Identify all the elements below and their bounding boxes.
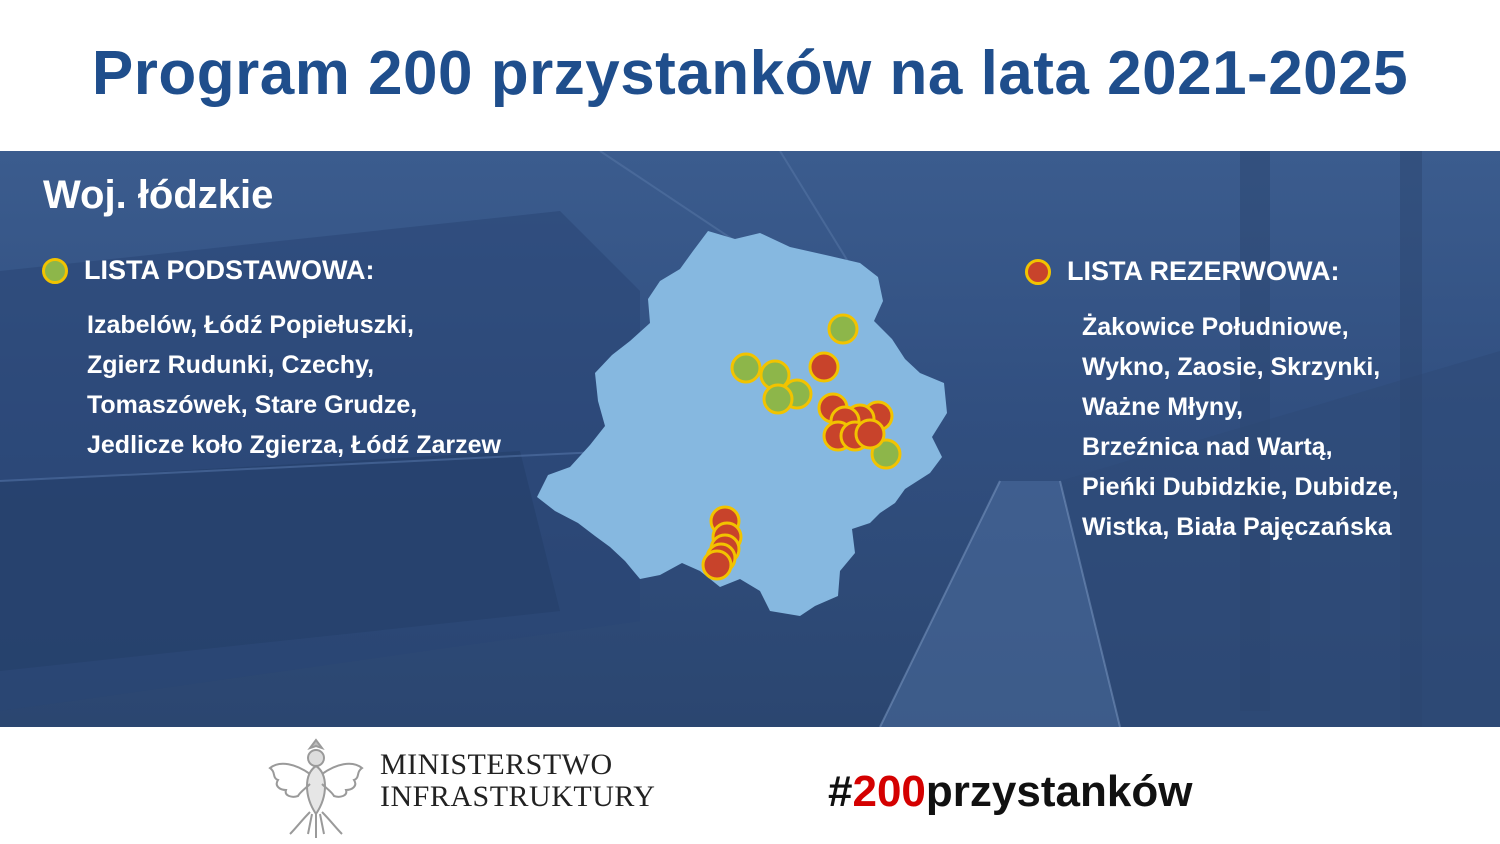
hashtag-number: 200 bbox=[852, 767, 926, 816]
ministry-line1: MINISTERSTWO bbox=[380, 748, 613, 781]
basic-stop-marker bbox=[870, 438, 902, 470]
region-name: Woj. łódzkie bbox=[43, 173, 274, 217]
list-item: Pieńki Dubidzkie, Dubidze, bbox=[1082, 473, 1399, 501]
hashtag: #200przystanków bbox=[828, 767, 1192, 817]
reserve-stop-marker bbox=[854, 418, 886, 450]
list-item: Zgierz Rudunki, Czechy, bbox=[87, 351, 375, 379]
hero-banner: Woj. łódzkie LISTA PODSTAWOWA: Izabelów,… bbox=[0, 151, 1500, 727]
legend-reserve-label: LISTA REZERWOWA: bbox=[1067, 256, 1340, 286]
reserve-stop-marker bbox=[808, 351, 840, 383]
ministry-line2: INFRASTRUKTURY bbox=[380, 780, 656, 813]
reserve-stops-list: Żakowice Południowe, Wykno, Zaosie, Skrz… bbox=[1082, 307, 1399, 547]
basic-stops-list: Izabelów, Łódź Popiełuszki, Zgierz Rudun… bbox=[87, 305, 501, 465]
basic-stop-marker bbox=[762, 383, 794, 415]
footer: MINISTERSTWO INFRASTRUKTURY #200przystan… bbox=[0, 727, 1500, 844]
green-dot-icon bbox=[42, 257, 68, 284]
voivodeship-map bbox=[537, 231, 947, 616]
list-item: Ważne Młyny, bbox=[1082, 393, 1244, 421]
legend-reserve-list: LISTA REZERWOWA: bbox=[1025, 256, 1339, 287]
list-item: Żakowice Południowe, bbox=[1082, 313, 1349, 341]
list-item: Tomaszówek, Stare Grudze, bbox=[87, 391, 418, 419]
background-train-photo bbox=[0, 151, 1500, 727]
basic-stop-marker bbox=[827, 313, 859, 345]
eagle-emblem-icon bbox=[268, 738, 364, 838]
hashtag-word: przystanków bbox=[925, 767, 1193, 816]
reserve-stop-marker bbox=[701, 549, 733, 581]
list-item: Wistka, Biała Pajęczańska bbox=[1082, 513, 1392, 541]
hashtag-prefix: # bbox=[828, 767, 853, 816]
list-item: Brzeźnica nad Wartą, bbox=[1082, 433, 1333, 461]
legend-basic-label: LISTA PODSTAWOWA: bbox=[84, 255, 375, 285]
red-dot-icon bbox=[1025, 258, 1051, 285]
legend-basic-list: LISTA PODSTAWOWA: bbox=[42, 255, 374, 286]
page-title: Program 200 przystanków na lata 2021-202… bbox=[91, 39, 1409, 108]
list-item: Jedlicze koło Zgierza, Łódź Zarzew bbox=[87, 431, 501, 459]
list-item: Izabelów, Łódź Popiełuszki, bbox=[87, 311, 414, 339]
ministry-name: MINISTERSTWO INFRASTRUKTURY bbox=[380, 749, 655, 813]
list-item: Wykno, Zaosie, Skrzynki, bbox=[1082, 353, 1381, 381]
basic-stop-marker bbox=[730, 352, 762, 384]
